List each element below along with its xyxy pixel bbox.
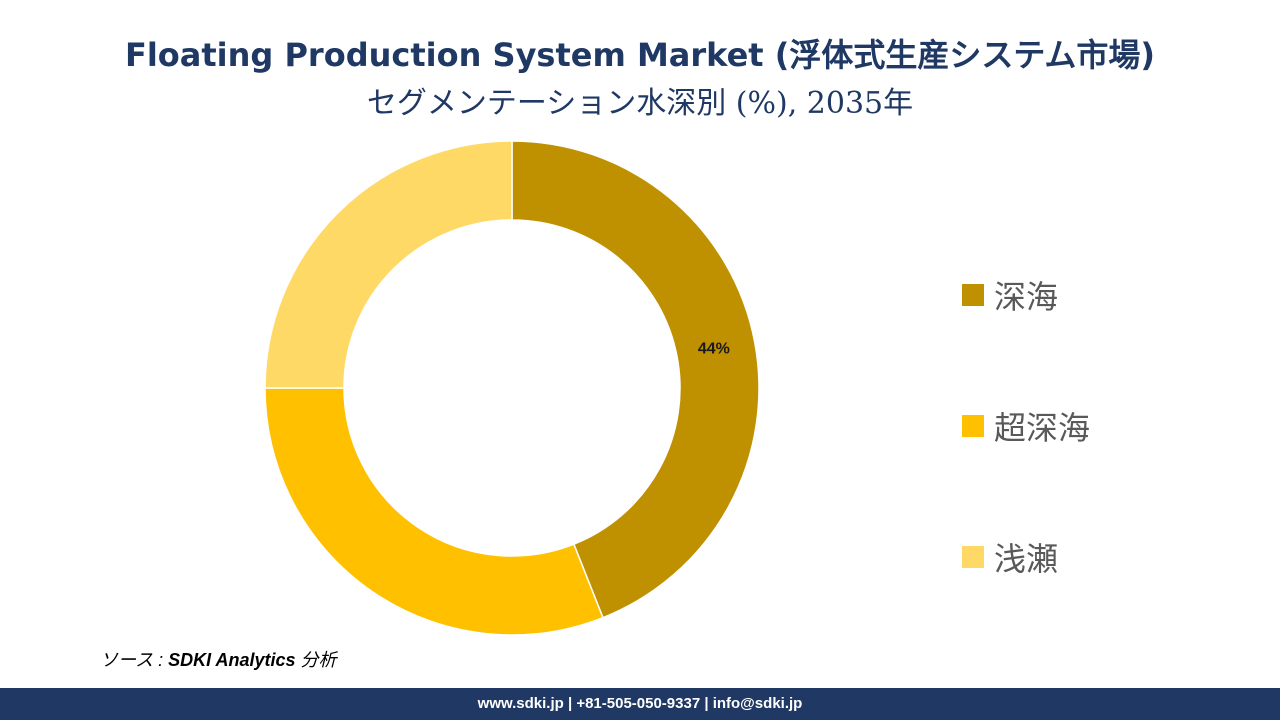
legend-item-1: 深海 (962, 270, 1058, 320)
legend-label: 深海 (994, 278, 1059, 316)
donut-slice-2 (264, 387, 604, 636)
source-name: SDKI Analytics (168, 650, 296, 670)
chart-title: Floating Production System Market (浮体式生産… (124, 36, 1156, 74)
footer-contact: www.sdki.jp | +81-505-050-9337 | info@sd… (477, 695, 803, 712)
donut-slice-1 (511, 140, 760, 619)
data-label-1: 44% (698, 341, 730, 358)
chart-subtitle: セグメンテーション水深別 (%), 2035年 (366, 86, 914, 121)
legend-label: 浅瀬 (994, 540, 1059, 578)
legend-swatch (962, 284, 984, 306)
source-suffix: 分析 (295, 650, 337, 670)
donut-slice-3 (264, 140, 513, 389)
source-note: ソース : SDKI Analytics 分析 (100, 646, 337, 672)
legend-item-2: 超深海 (962, 401, 1090, 451)
footer-bar: www.sdki.jp | +81-505-050-9337 | info@sd… (0, 688, 1280, 720)
legend-item-3: 浅瀬 (962, 532, 1058, 582)
source-prefix: ソース : (100, 650, 169, 670)
legend-label: 超深海 (994, 409, 1091, 447)
legend-swatch (962, 546, 984, 568)
legend-swatch (962, 415, 984, 437)
